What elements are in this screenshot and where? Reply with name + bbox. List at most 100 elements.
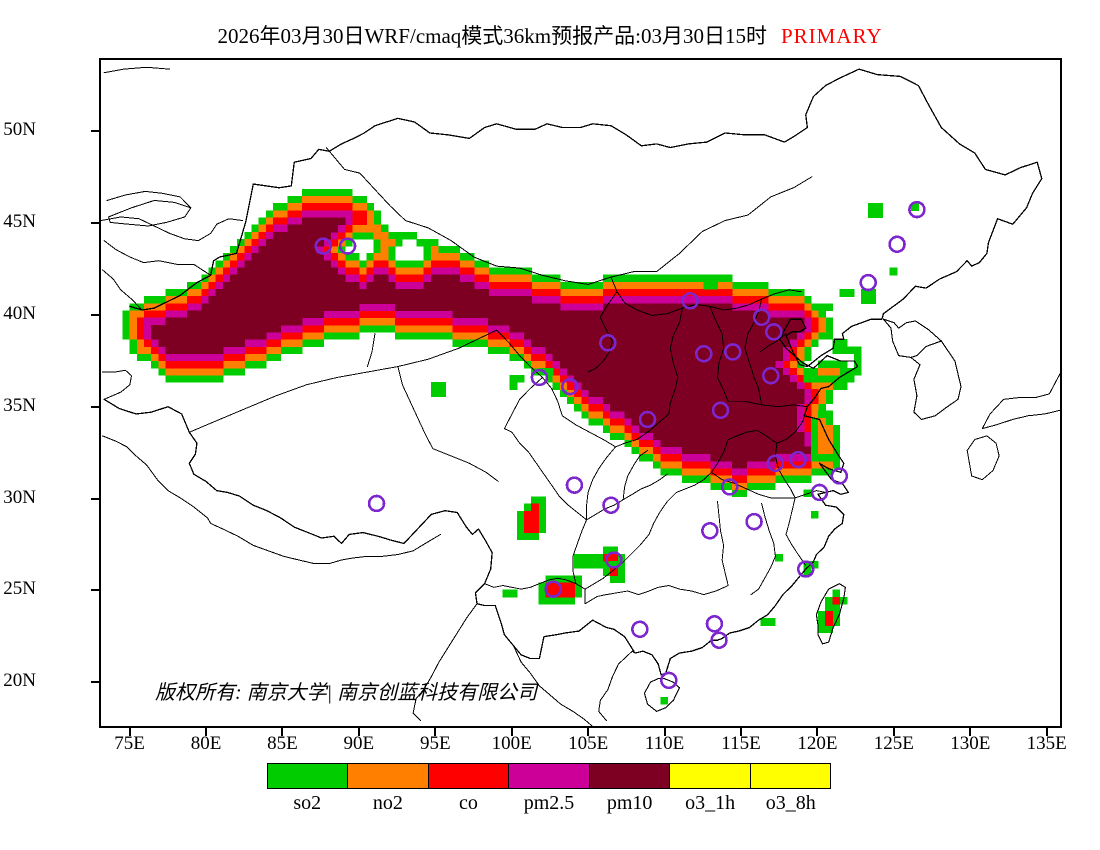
city-marker[interactable] [908, 200, 926, 219]
city-marker[interactable] [830, 467, 849, 485]
legend-swatch-so2[interactable] [268, 764, 349, 788]
border-path [366, 333, 376, 368]
city-marker[interactable] [766, 454, 785, 473]
border-path [584, 533, 650, 605]
x-axis-tick-label: 125E [873, 733, 914, 754]
y-axis-tick-label: 40N [3, 302, 36, 324]
pollutant-colorbar [267, 763, 831, 789]
border-path [750, 502, 776, 596]
city-marker[interactable] [602, 496, 620, 514]
legend-swatch-o3_8h[interactable] [750, 764, 830, 788]
legend-swatch-pm2-5[interactable] [509, 764, 590, 788]
city-marker[interactable] [638, 410, 657, 429]
x-axis-tick-mark [281, 728, 284, 736]
legend-label-no2: no2 [372, 792, 403, 814]
city-marker[interactable] [314, 237, 333, 255]
legend-label-pm2-5: pm2.5 [523, 792, 575, 814]
y-axis-tick-mark [91, 222, 99, 225]
border-path [484, 577, 586, 590]
border-path [103, 398, 635, 660]
city-marker[interactable] [745, 512, 763, 531]
city-marker[interactable] [599, 334, 617, 352]
city-marker[interactable] [765, 323, 783, 341]
city-marker[interactable] [796, 560, 815, 578]
x-axis-tick-mark [510, 728, 513, 736]
city-marker[interactable] [544, 580, 562, 598]
y-axis-tick-mark [91, 589, 99, 592]
city-marker[interactable] [565, 476, 584, 494]
border-path [572, 519, 588, 585]
city-marker[interactable] [705, 615, 724, 633]
city-marker[interactable] [859, 273, 877, 292]
legend-label-pm10: pm10 [606, 792, 653, 814]
x-axis-tick-mark [892, 728, 895, 736]
border-path [103, 240, 212, 276]
x-axis-tick-mark [128, 728, 131, 736]
y-axis-tick-mark [91, 497, 99, 500]
border-path [622, 449, 648, 501]
legend-swatch-o3_1h[interactable] [670, 764, 751, 788]
border-path [503, 377, 543, 430]
city-marker[interactable] [338, 237, 357, 255]
page-title: 2026年03月30日WRF/cmaq模式36km预报产品:03月30日15时 P… [0, 20, 1100, 50]
city-marker[interactable] [724, 343, 742, 361]
map-plot-area[interactable] [99, 58, 1062, 728]
city-marker[interactable] [752, 308, 771, 327]
legend-label-co: co [459, 792, 478, 814]
legend-label-o3_1h: o3_1h [685, 792, 736, 814]
x-axis-tick-mark [969, 728, 972, 736]
y-axis-tick-label: 50N [3, 119, 36, 141]
x-axis-tick-mark [663, 728, 666, 736]
border-path [648, 491, 677, 535]
city-marker[interactable] [530, 368, 549, 387]
legend-swatch-co[interactable] [428, 764, 510, 788]
copyright-notice: 版权所有: 南京大学| 南京创蓝科技有限公司 [155, 682, 538, 704]
city-marker[interactable] [762, 366, 780, 385]
pollutant-colorbar-labels: so2 no2 co pm2.5 pm10 o3_1h o3_8h [267, 791, 831, 817]
border-path [774, 442, 796, 499]
border-path [101, 435, 212, 524]
city-marker[interactable] [710, 631, 728, 649]
city-marker[interactable] [810, 483, 829, 502]
x-axis-tick-label: 85E [267, 733, 298, 754]
y-axis-tick-mark [91, 130, 99, 133]
x-axis-tick-label: 115E [721, 733, 761, 754]
y-axis-tick-label: 45N [3, 211, 36, 233]
city-marker[interactable] [711, 401, 730, 420]
border-path [785, 497, 807, 566]
border-path [586, 446, 617, 521]
border-path [966, 435, 1000, 481]
legend-label-so2: so2 [293, 792, 322, 814]
administrative-borders-layer [101, 66, 1060, 726]
city-marker[interactable] [561, 377, 579, 396]
pollutant-raster-layer [122, 188, 919, 705]
legend-swatch-pm10[interactable] [589, 764, 671, 788]
city-marker[interactable] [720, 478, 739, 496]
border-path [643, 678, 681, 712]
border-path [815, 583, 846, 645]
x-axis-tick-label: 135E [1026, 733, 1067, 754]
map-canvas [101, 66, 1060, 726]
city-marker[interactable] [605, 551, 623, 569]
city-marker[interactable] [367, 494, 386, 513]
city-marker[interactable] [789, 450, 807, 469]
city-marker[interactable] [660, 671, 678, 690]
city-marker[interactable] [888, 235, 906, 254]
legend-swatch-no2[interactable] [348, 764, 429, 788]
border-path [129, 68, 1043, 320]
border-path [325, 147, 813, 285]
border-path [432, 448, 499, 482]
border-path [412, 603, 478, 722]
city-marker[interactable] [701, 522, 719, 540]
border-path [210, 522, 342, 565]
city-marker[interactable] [681, 292, 699, 310]
border-path [188, 329, 498, 433]
border-path [340, 533, 441, 561]
border-path [727, 406, 808, 444]
y-axis-tick-mark [91, 313, 99, 316]
city-marker[interactable] [631, 620, 649, 639]
border-path [101, 369, 132, 400]
city-marker[interactable] [695, 344, 713, 363]
border-path [587, 291, 618, 373]
y-axis-tick-label: 20N [3, 670, 36, 692]
